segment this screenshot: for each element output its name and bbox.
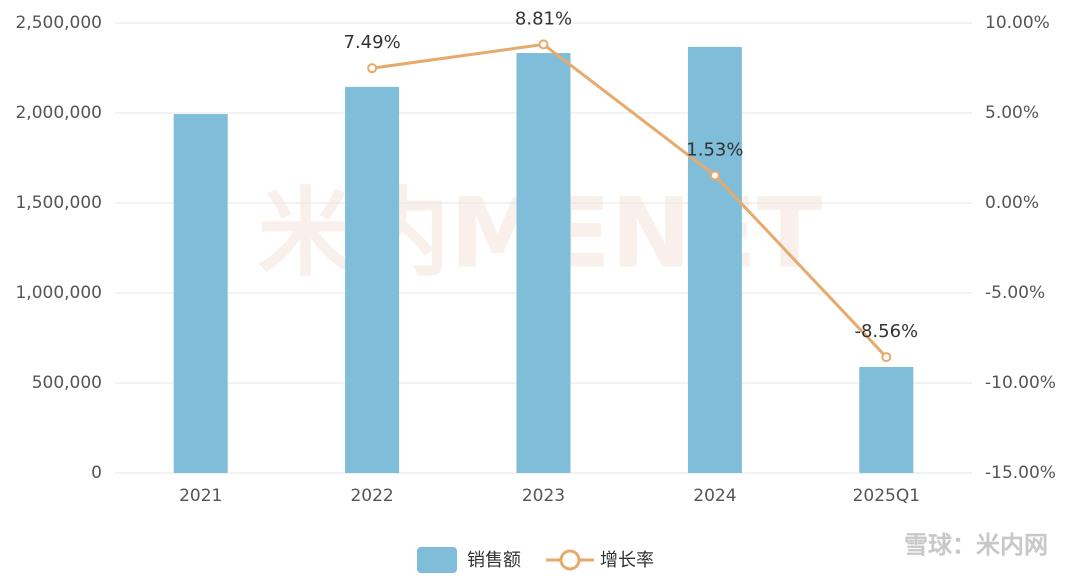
bar [173, 114, 228, 473]
y2-tick-label: -5.00% [985, 283, 1045, 303]
legend-swatch [559, 549, 581, 571]
legend-swatch [417, 547, 457, 573]
y-tick-label: 0 [91, 463, 102, 483]
bar [345, 86, 400, 474]
line-point [881, 352, 892, 363]
y-tick-label: 2,500,000 [15, 13, 102, 33]
y2-tick-label: 10.00% [985, 13, 1050, 33]
bar [516, 53, 571, 474]
line [371, 42, 888, 359]
y2-tick-label: 5.00% [985, 103, 1039, 123]
line-point [538, 39, 549, 50]
legend-label: 增长率 [600, 550, 654, 571]
y-tick-label: 500,000 [32, 373, 102, 393]
line-point [367, 63, 378, 74]
y-tick-label: 1,000,000 [15, 283, 102, 303]
data-label: 7.49% [344, 32, 401, 53]
x-tick-label: 2025Q1 [853, 486, 920, 506]
data-label: -8.56% [854, 321, 918, 342]
bar [859, 366, 914, 473]
y2-tick-label: -15.00% [985, 463, 1056, 483]
y-tick-label: 2,000,000 [15, 103, 102, 123]
y2-tick-label: 0.00% [985, 193, 1039, 213]
x-tick-label: 2024 [693, 486, 736, 506]
bar [687, 46, 742, 473]
y-tick-label: 1,500,000 [15, 193, 102, 213]
x-tick-label: 2023 [522, 486, 565, 506]
legend-label: 销售额 [467, 550, 521, 571]
source-mark: 雪球：米内网 [904, 531, 1048, 559]
x-tick-label: 2022 [350, 486, 393, 506]
y2-tick-label: -10.00% [985, 373, 1056, 393]
data-label: 1.53% [686, 139, 743, 160]
line-point [709, 170, 720, 181]
x-tick-label: 2021 [179, 486, 222, 506]
data-label: 8.81% [515, 8, 572, 29]
